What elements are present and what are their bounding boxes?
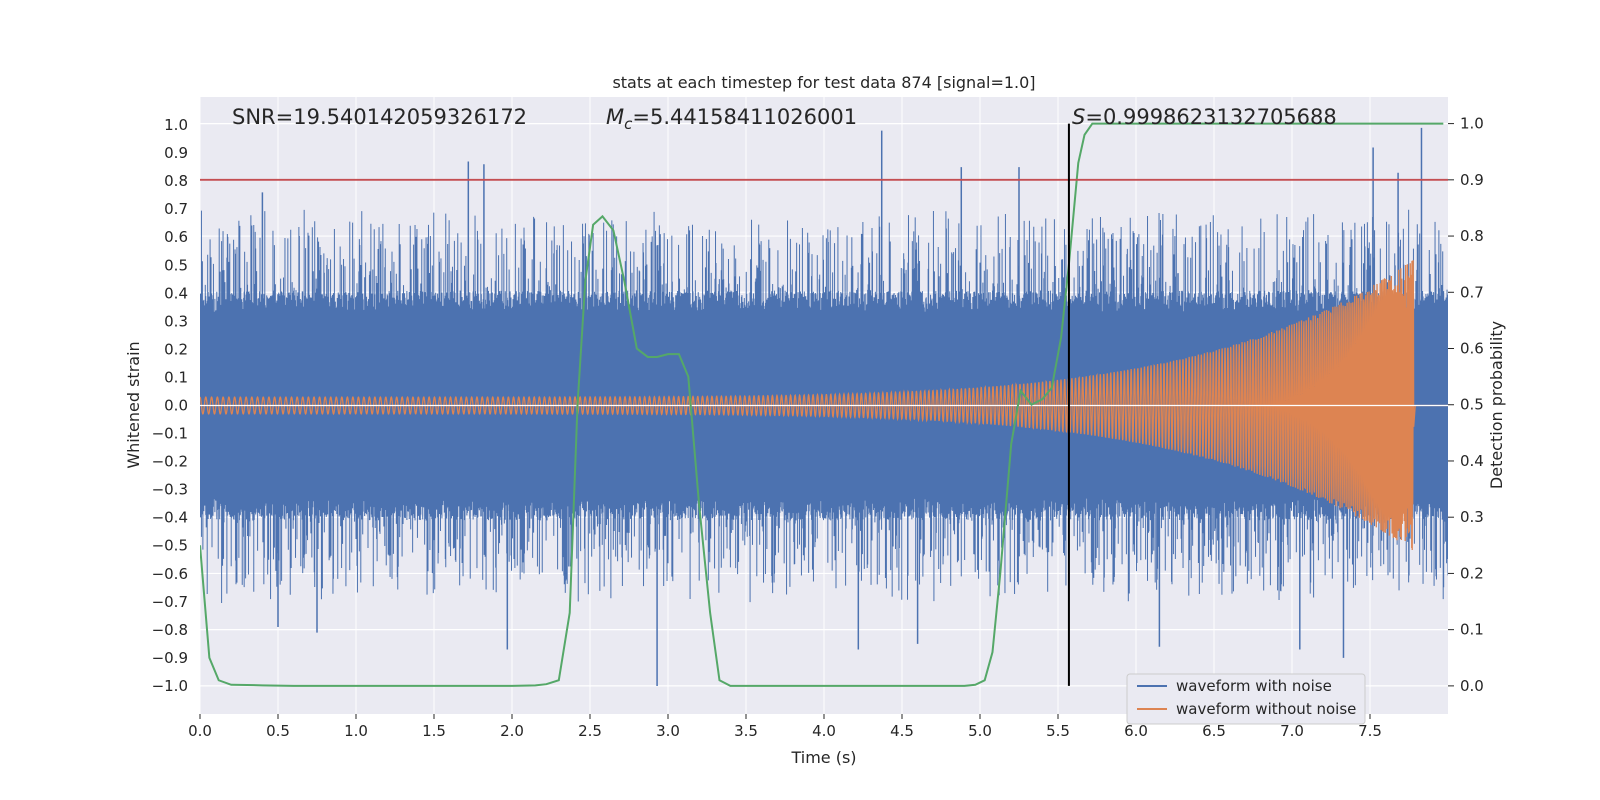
x-tick-label: 2.0 [500, 722, 524, 740]
y2-tick-label: 0.9 [1460, 171, 1484, 189]
y-tick-label: −0.4 [152, 509, 188, 527]
y2-tick-label: 1.0 [1460, 115, 1484, 133]
legend-box [1126, 673, 1366, 725]
significance-value: =0.9998623132705688 [1085, 105, 1336, 129]
y-tick-label: −0.7 [152, 593, 188, 611]
x-tick-label: 7.5 [1358, 722, 1382, 740]
chirp-mass-symbol: M [606, 105, 624, 129]
y2-tick-label: 0.4 [1460, 452, 1484, 470]
y-tick-label: 0.3 [164, 312, 188, 330]
y-tick-label: 1.0 [164, 116, 188, 134]
y2-tick-label: 0.5 [1460, 396, 1484, 414]
y2-tick-label: 0.8 [1460, 227, 1484, 245]
y-tick-label: 0.7 [164, 200, 188, 218]
chart-title: stats at each timestep for test data 874… [612, 73, 1035, 92]
y-tick-label: −1.0 [152, 677, 188, 695]
y2-axis-ticks: 0.0 0.1 0.2 0.3 0.4 0.5 0.6 0.7 0.8 0.9 1.0 [1448, 115, 1484, 695]
y2-tick-label: 0.1 [1460, 621, 1484, 639]
x-tick-label: 3.0 [656, 722, 680, 740]
chirp-trace [200, 260, 1448, 550]
legend-label-noise: waveform with noise [1176, 677, 1332, 695]
y-tick-label: 0.0 [164, 397, 188, 415]
x-tick-label: 3.5 [734, 722, 758, 740]
y-tick-label: 0.8 [164, 172, 188, 190]
significance-annotation: S=0.9998623132705688 [1072, 105, 1337, 129]
y-tick-label: 0.4 [164, 284, 188, 302]
y-axis-ticks: −1.0 −0.9 −0.8 −0.7 −0.6 −0.5 −0.4 −0.3 −0.2 −0.1… [152, 116, 188, 695]
y-tick-label: 0.5 [164, 256, 188, 274]
x-tick-label: 1.5 [422, 722, 446, 740]
y-tick-label: −0.3 [152, 481, 188, 499]
x-tick-label: 6.0 [1124, 722, 1148, 740]
y2-tick-label: 0.3 [1460, 508, 1484, 526]
y2-tick-label: 0.2 [1460, 564, 1484, 582]
y-tick-label: −0.6 [152, 565, 188, 583]
chirp-mass-annotation: Mc=5.44158411026001 [606, 105, 857, 133]
y-axis-label: Whitened strain [124, 341, 143, 468]
x-tick-label: 5.5 [1046, 722, 1070, 740]
y2-tick-label: 0.6 [1460, 340, 1484, 358]
y-tick-label: 0.6 [164, 228, 188, 246]
chirp-mass-value: =5.44158411026001 [632, 105, 857, 129]
chirp-mass-subscript: c [624, 115, 633, 133]
x-tick-label: 4.0 [812, 722, 836, 740]
legend-label-clean: waveform without noise [1176, 700, 1356, 718]
y-tick-label: 0.2 [164, 340, 188, 358]
legend: waveform with noise waveform without noi… [1126, 673, 1366, 725]
x-tick-label: 0.5 [266, 722, 290, 740]
y-tick-label: −0.5 [152, 537, 188, 555]
x-tick-label: 1.0 [344, 722, 368, 740]
x-axis-label: Time (s) [790, 748, 856, 767]
y-tick-label: 0.1 [164, 368, 188, 386]
x-tick-label: 0.0 [188, 722, 212, 740]
x-tick-label: 6.5 [1202, 722, 1226, 740]
y-tick-label: −0.2 [152, 453, 188, 471]
x-tick-label: 4.5 [890, 722, 914, 740]
significance-symbol: S [1072, 105, 1085, 129]
y-tick-label: 0.9 [164, 144, 188, 162]
series-waveform-without-noise [200, 260, 1448, 550]
probability-trace [200, 122, 1444, 687]
series-detection-probability [200, 122, 1444, 687]
y-tick-label: −0.1 [152, 425, 188, 443]
y2-axis-label: Detection probability [1487, 321, 1506, 489]
x-axis-ticks: 0.0 0.5 1.0 1.5 2.0 2.5 3.0 3.5 4.0 4.5 5.0 5.5 6.0 6… [188, 714, 1382, 740]
x-tick-label: 7.0 [1280, 722, 1304, 740]
x-tick-label: 5.0 [968, 722, 992, 740]
y2-tick-label: 0.0 [1460, 677, 1484, 695]
y-tick-label: −0.8 [152, 621, 188, 639]
y2-tick-label: 0.7 [1460, 283, 1484, 301]
x-tick-label: 2.5 [578, 722, 602, 740]
y-tick-label: −0.9 [152, 649, 188, 667]
snr-annotation: SNR=19.540142059326172 [232, 105, 527, 129]
